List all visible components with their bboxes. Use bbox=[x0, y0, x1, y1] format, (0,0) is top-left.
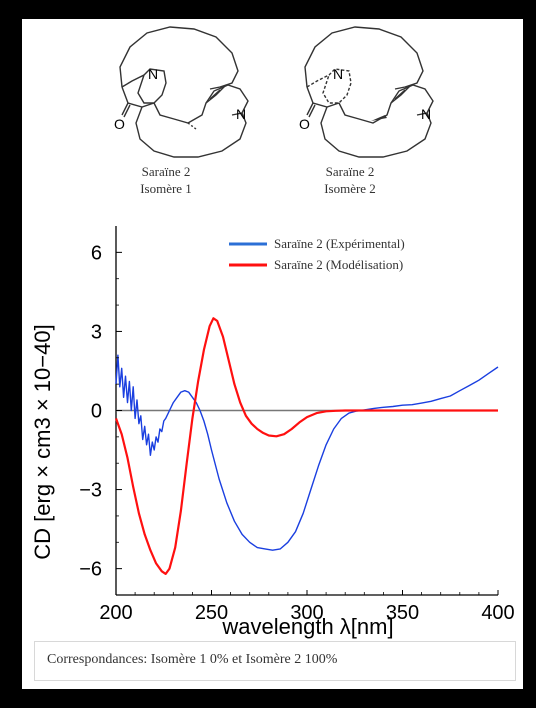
atom-label-n1: N bbox=[148, 66, 158, 82]
x-tick-label: 250 bbox=[195, 602, 228, 624]
molecule-structure-isomer-1: N N O bbox=[114, 26, 249, 158]
atom-label-n1: N bbox=[333, 66, 343, 82]
atom-label-o: O bbox=[299, 116, 310, 132]
x-tick-label: 200 bbox=[99, 602, 132, 624]
series-line-modelisation bbox=[114, 317, 498, 575]
x-axis-title: wavelength λ[nm] bbox=[221, 614, 393, 639]
x-tick-label: 300 bbox=[290, 602, 323, 624]
carbonyl-double-bond bbox=[308, 104, 316, 118]
macrocycle-upper-bond bbox=[304, 26, 424, 90]
structure-isomer: Isomère 2 bbox=[324, 181, 376, 196]
tetrahydropyridine-bond bbox=[205, 84, 227, 104]
structure-isomer: Isomère 1 bbox=[140, 181, 192, 196]
legend-label: Saraïne 2 (Expérimental) bbox=[274, 236, 405, 251]
stereo-wedge-bond bbox=[371, 115, 387, 121]
y-tick-label: −6 bbox=[79, 559, 102, 581]
structure-name: Saraïne 2 bbox=[141, 164, 191, 179]
atom-label-n2: N bbox=[421, 106, 431, 122]
ketone-ring-bond bbox=[306, 86, 340, 108]
structure-label-isomer-2: Saraïne 2 Isomère 2 bbox=[300, 163, 400, 197]
macrocycle-lower-bond bbox=[135, 106, 247, 158]
cd-spectrum-chart: 200 250 300 350 400 6 3 0 −3 −6 Saraïne 2 (Expéri… bbox=[22, 212, 523, 642]
x-tick-label: 350 bbox=[386, 602, 419, 624]
series-line-experimental bbox=[115, 354, 499, 551]
tetrahydropyridine-double-bond bbox=[209, 89, 221, 100]
caption-box: Correspondances: Isomère 1 0% et Isomère… bbox=[34, 641, 516, 681]
chart-svg: 200 250 300 350 400 6 3 0 −3 −6 Saraïne 2 (Expéri… bbox=[30, 226, 515, 639]
structure-label-isomer-1: Saraïne 2 Isomère 1 bbox=[116, 163, 216, 197]
tetrahydropyridine-bond bbox=[390, 84, 412, 104]
carbonyl-bond bbox=[121, 102, 129, 116]
macrocycle-lower-bond bbox=[320, 106, 432, 158]
ketone-ring-bond bbox=[121, 86, 155, 108]
piperidine-link-bond bbox=[338, 84, 434, 124]
macrocycle-upper-bond bbox=[119, 26, 239, 90]
tetrahydropyridine-double-bond bbox=[394, 89, 406, 100]
legend-label: Saraïne 2 (Modélisation) bbox=[274, 257, 403, 272]
y-axis-title: CD [erg × cm3 × 10−40] bbox=[30, 324, 55, 559]
series-layer bbox=[114, 317, 499, 575]
atom-label-o: O bbox=[114, 116, 125, 132]
y-tick-label: 3 bbox=[91, 321, 102, 343]
caption-text: Correspondances: Isomère 1 0% et Isomère… bbox=[47, 652, 338, 667]
piperidine-link-bond bbox=[153, 84, 249, 124]
ticks-layer: 200 250 300 350 400 6 3 0 −3 −6 bbox=[79, 242, 515, 624]
figure-frame: N N O Saraïne 2 Isomère 1 N N O Saraïne … bbox=[22, 19, 523, 689]
stereo-dashed-bond bbox=[187, 122, 197, 130]
molecule-structure-isomer-2: N N O bbox=[299, 26, 434, 158]
y-tick-label: −3 bbox=[79, 480, 102, 502]
bicycle-core-bond bbox=[121, 68, 167, 104]
x-tick-label: 400 bbox=[481, 602, 514, 624]
carbonyl-double-bond bbox=[123, 104, 131, 118]
bicycle-core-bond bbox=[306, 68, 352, 104]
carbonyl-bond bbox=[306, 102, 314, 116]
structure-name: Saraïne 2 bbox=[325, 164, 375, 179]
legend: Saraïne 2 (Expérimental) Saraïne 2 (Modél… bbox=[229, 236, 405, 272]
atom-label-n2: N bbox=[236, 106, 246, 122]
y-tick-label: 6 bbox=[91, 242, 102, 264]
y-tick-label: 0 bbox=[91, 401, 102, 423]
